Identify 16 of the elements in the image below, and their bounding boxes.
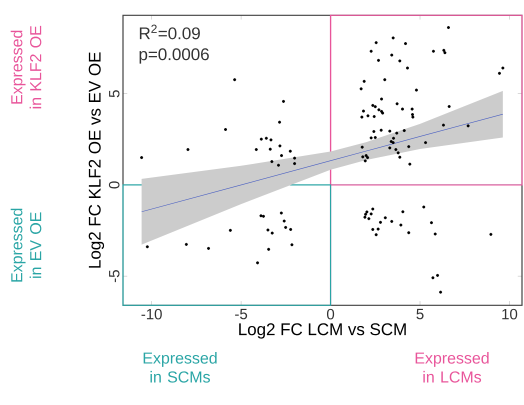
text: Expressed in SCMs xyxy=(144,352,217,382)
y-tick-label: -5 xyxy=(109,270,120,282)
y-tick-label: 0 xyxy=(108,181,120,188)
text: Expressed in EV OE xyxy=(10,208,42,282)
annotation: p=0.0006 xyxy=(140,48,209,64)
x-tick-label: 5 xyxy=(416,308,424,320)
y-axis-title: Log2 FC KLF2 OE vs EV OE xyxy=(88,52,104,268)
annotation: R$^{2}$=0.09 xyxy=(140,24,200,40)
x-tick-label: 0 xyxy=(326,308,334,320)
x-tick-label: -10 xyxy=(141,308,162,320)
x-tick-label: 10 xyxy=(502,308,518,320)
x-tick-label: -5 xyxy=(235,308,248,320)
x-axis-title: Log2 FC LCM vs SCM xyxy=(239,323,406,338)
y-tick-label: 5 xyxy=(109,90,120,98)
text: Expressed in KLF2 OE xyxy=(10,26,42,108)
text: Expressed in LCMs xyxy=(416,352,489,382)
